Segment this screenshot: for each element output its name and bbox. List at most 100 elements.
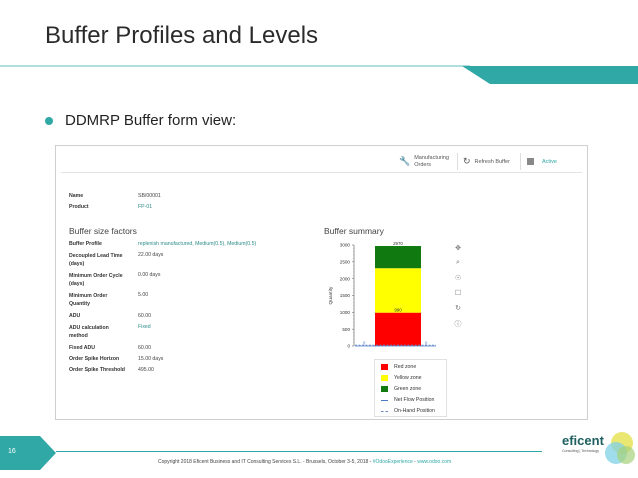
reset-icon[interactable]: ↻ (455, 305, 461, 312)
fixed-adu-value: 60.00 (138, 345, 151, 351)
legend-item-red: Red zone (381, 364, 416, 370)
legend-item-yellow: Yellow zone (381, 375, 422, 381)
legend-label: Yellow zone (394, 375, 422, 381)
footer-tab (0, 436, 56, 470)
fixed-adu-label: Fixed ADU (69, 345, 96, 351)
factors-group: Buffer Profile replenish manufactured, M… (69, 241, 319, 381)
active-label: Active (542, 158, 557, 165)
legend-label: Red zone (394, 364, 417, 370)
mo-label-1: Manufacturing (414, 154, 450, 161)
legend-label: On-Hand Position (394, 408, 435, 414)
osh-field: Order Spike Horizon 15.00 days (69, 356, 163, 362)
buffer-summary-title: Buffer summary (324, 226, 384, 236)
adu-field: ADU 60.00 (69, 313, 151, 319)
moq-label: Minimum Order Quantity (69, 292, 138, 308)
moc-label: Minimum Order Cycle (days) (69, 272, 138, 288)
y-tick-label: 3000 (340, 243, 351, 248)
adu-value: 60.00 (138, 313, 151, 319)
adu-method-label-2: method (69, 333, 88, 339)
moc-label-1: Minimum Order Cycle (69, 273, 123, 279)
legend-item-on-hand: On-Hand Position (381, 408, 435, 414)
lasso-icon[interactable]: ☉ (454, 275, 462, 282)
osh-value: 15.00 days (138, 356, 164, 362)
page-number: 16 (8, 448, 16, 455)
moc-value: 0.00 days (138, 272, 161, 278)
legend-swatch (381, 375, 388, 381)
bar-segment-yellow-zone (375, 268, 421, 313)
name-value: SB/00001 (138, 193, 161, 199)
logo-text: eficent (562, 433, 604, 448)
zoom-icon[interactable]: ⌕ (456, 259, 460, 266)
form-button-box: 🔧 Manufacturing Orders ↻ Refresh Buffer … (61, 150, 582, 173)
mo-label-2: Orders (414, 161, 432, 168)
buffer-profile-link[interactable]: replenish manufactured, Medium(0.5), Med… (138, 241, 257, 247)
legend-dash (381, 410, 388, 412)
dlt-label: Decoupled Lead Time (days) (69, 252, 138, 268)
moc-field: Minimum Order Cycle (days) 0.00 days (69, 272, 161, 288)
footer-line (56, 451, 542, 452)
adu-method-label: ADU calculation method (69, 324, 138, 340)
product-label: Product (69, 204, 89, 210)
y-tick-label: 2000 (340, 276, 351, 281)
moq-label-1: Minimum Order (69, 293, 108, 299)
moq-field: Minimum Order Quantity 5.00 (69, 292, 148, 308)
name-field: Name SB/00001 (69, 193, 161, 199)
fixed-adu-field: Fixed ADU 60.00 (69, 345, 151, 351)
separator (457, 153, 458, 170)
adu-method-label-1: ADU calculation (69, 325, 109, 331)
moc-label-2: (days) (69, 281, 85, 287)
copyright-tag: #OdooExperience (372, 459, 413, 465)
bullet-dot (45, 116, 53, 125)
logo-subtitle: Consulting | Technology (562, 449, 600, 453)
title-rule (0, 65, 638, 84)
refresh-icon: ↻ (463, 156, 471, 166)
adu-method-field: ADU calculation method Fixed (69, 324, 151, 340)
dlt-label-2: (days) (69, 261, 85, 267)
legend-label: Net Flow Position (394, 397, 435, 403)
moq-value: 5.00 (138, 292, 149, 298)
on-hand-value-label: 0 (425, 341, 428, 346)
adu-label: ADU (69, 313, 81, 319)
buffer-profile-field: Buffer Profile replenish manufactured, M… (69, 241, 256, 247)
slide-title: Buffer Profiles and Levels (45, 22, 319, 49)
refresh-label: Refresh Buffer (474, 158, 510, 165)
ost-field: Order Spike Threshold 495.00 (69, 367, 154, 373)
save-icon[interactable]: ☐ (454, 290, 462, 297)
help-icon[interactable]: ⓘ (454, 321, 462, 328)
y-tick-label: 0 (347, 344, 350, 349)
active-toggle-button[interactable]: Active (527, 150, 557, 173)
refresh-buffer-button[interactable]: ↻ Refresh Buffer (463, 150, 510, 173)
product-link[interactable]: FP-01 (138, 204, 153, 210)
odoo-form-screenshot: 🔧 Manufacturing Orders ↻ Refresh Buffer … (55, 145, 588, 420)
buffer-summary-chart: 0 500 1000 1500 2000 2500 3000 Quantity 2970 990 0… (328, 241, 436, 349)
manufacturing-orders-button[interactable]: 🔧 Manufacturing Orders (399, 150, 449, 173)
legend-swatch (381, 364, 388, 370)
osh-label: Order Spike Horizon (69, 356, 120, 362)
name-label: Name (69, 193, 84, 199)
copyright-text: Copyright 2018 Eficent Business and IT C… (158, 459, 373, 465)
y-tick-label: 1000 (340, 310, 351, 315)
y-tick-label: 500 (342, 327, 350, 332)
bar-segment-red-zone (375, 312, 421, 346)
product-field: Product FP-01 (69, 204, 152, 210)
copyright-sep: - (412, 459, 418, 465)
logo-mark (605, 432, 635, 464)
chart-legend: Red zone Yellow zone Green zone Net Flow… (374, 359, 447, 417)
top-value-label: 2970 (393, 241, 403, 246)
adu-method-value[interactable]: Fixed (138, 324, 151, 330)
legend-swatch (381, 386, 388, 392)
bullet: DDMRP Buffer form view: (45, 112, 236, 129)
bullet-text: DDMRP Buffer form view: (65, 112, 237, 129)
ost-value: 495.00 (138, 367, 154, 373)
legend-line (381, 399, 388, 401)
archive-icon (527, 158, 534, 165)
move-icon[interactable]: ✥ (455, 245, 461, 252)
dlt-label-1: Decoupled Lead Time (69, 253, 123, 259)
y-axis-label: Quantity (328, 286, 334, 304)
y-tick-label: 2500 (340, 259, 351, 264)
ost-label: Order Spike Threshold (69, 367, 125, 373)
moq-label-2: Quantity (69, 301, 91, 307)
copyright: Copyright 2018 Eficent Business and IT C… (158, 459, 451, 465)
legend-item-green: Green zone (381, 386, 421, 392)
